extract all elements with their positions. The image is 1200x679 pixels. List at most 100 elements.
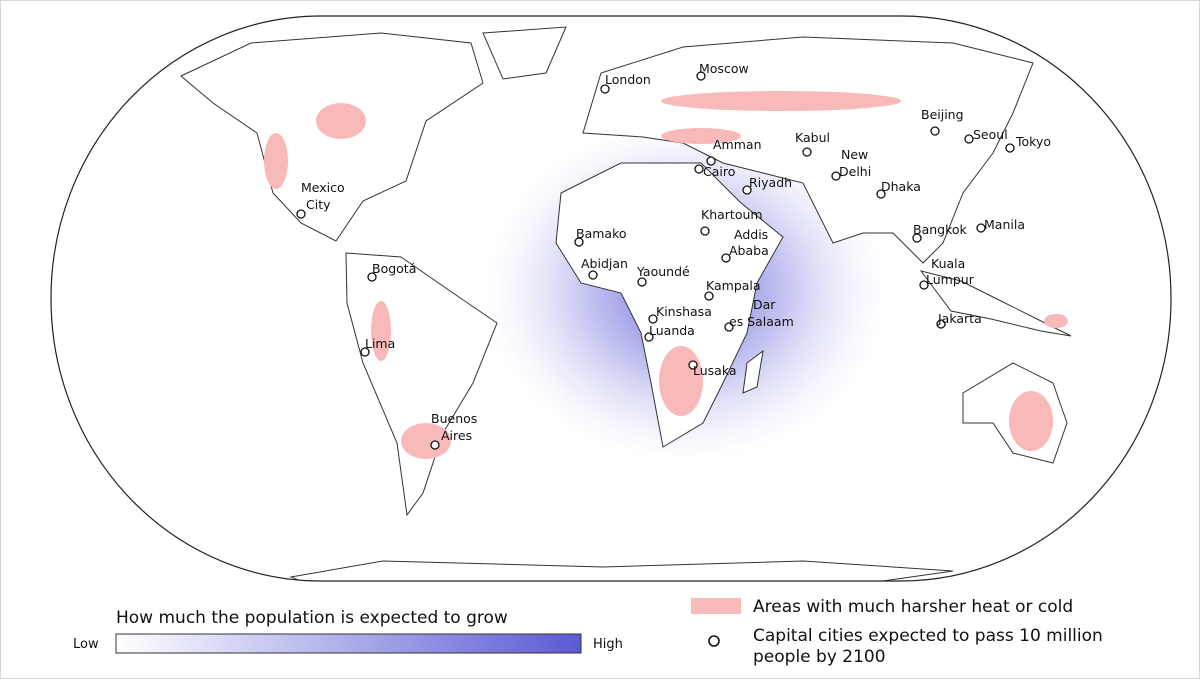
- city-marker: [644, 332, 654, 342]
- city-marker: [706, 156, 716, 166]
- city-label: Kampala: [706, 278, 761, 293]
- city-label: London: [605, 72, 651, 87]
- city-marker: [360, 347, 370, 357]
- city-label-line: Riyadh: [749, 175, 792, 190]
- city-marker: [430, 440, 440, 450]
- city-label: Manila: [984, 217, 1025, 232]
- map-body: [51, 16, 1171, 581]
- city-marker: [976, 223, 986, 233]
- city-marker: [721, 253, 731, 263]
- city-marker: [704, 291, 714, 301]
- city-marker: [802, 147, 812, 157]
- city-label-line: Kampala: [706, 278, 761, 293]
- city-label-line: City: [306, 197, 331, 212]
- city-label: Beijing: [921, 107, 964, 122]
- city-label-line: Ababa: [729, 243, 769, 258]
- city-label-line: Kabul: [795, 130, 830, 145]
- city-label-line: Manila: [984, 217, 1025, 232]
- city-marker: [831, 171, 841, 181]
- city-label: Dhaka: [881, 179, 921, 194]
- city-label: Moscow: [699, 61, 749, 76]
- city-label-line: Abidjan: [581, 256, 628, 271]
- city-label-line: Khartoum: [701, 207, 763, 222]
- city-marker: [574, 237, 584, 247]
- harsh-climate-areas: [264, 91, 1068, 459]
- colorbar: [115, 633, 582, 654]
- city-marker: [600, 84, 610, 94]
- city-label: Mexico City: [301, 180, 345, 212]
- legend-heat: Areas with much harsher heat or cold: [753, 597, 1073, 617]
- city-label: New Delhi: [839, 147, 871, 179]
- city-marker: [930, 126, 940, 136]
- city-marker: [1005, 143, 1015, 153]
- city-marker: [696, 71, 706, 81]
- city-label-line: Lima: [365, 336, 395, 351]
- city-label: Kabul: [795, 130, 830, 145]
- city-label-line: Cairo: [703, 164, 735, 179]
- city-label: Bamako: [576, 226, 627, 241]
- city-marker: [964, 134, 974, 144]
- city-label: Addis Ababa: [729, 227, 769, 258]
- legend-line: people by 2100: [753, 647, 886, 667]
- legend-capitals: Capital cities expected to pass 10 milli…: [753, 626, 1108, 667]
- city-label-line: Lumpur: [926, 272, 975, 287]
- city-label: Amman: [713, 137, 762, 152]
- legend-title: How much the population is expected to g…: [116, 608, 508, 628]
- city-marker: [694, 164, 704, 174]
- city-label-line: Aires: [441, 428, 472, 443]
- city-label-line: Luanda: [649, 323, 695, 338]
- city-marker: [588, 270, 598, 280]
- city-marker: [742, 185, 752, 195]
- city-label-line: Mexico: [301, 180, 345, 195]
- legend-high: High: [593, 637, 623, 652]
- legend-low: Low: [73, 637, 99, 652]
- city-label-line: Lusaka: [693, 363, 737, 378]
- city-marker: [724, 322, 734, 332]
- city-label-line: Bogotá: [372, 261, 416, 276]
- city-label-line: Moscow: [699, 61, 749, 76]
- city-label-line: Tokyo: [1015, 134, 1051, 149]
- city-label: Dar es Salaam: [729, 297, 794, 329]
- city-label: Lima: [365, 336, 395, 351]
- city-label: Kinshasa: [656, 304, 712, 319]
- city-label-line: Kinshasa: [656, 304, 712, 319]
- city-label-line: Beijing: [921, 107, 964, 122]
- city-label-line: Jakarta: [937, 311, 982, 326]
- city-marker: [688, 360, 698, 370]
- city-label: Tokyo: [1015, 134, 1051, 149]
- city-marker: [648, 314, 658, 324]
- city-label: Cairo: [703, 164, 735, 179]
- city-marker: [700, 226, 710, 236]
- city-label: Abidjan: [581, 256, 628, 271]
- city-label-line: Kuala: [931, 256, 965, 271]
- city-label: Seoul: [973, 127, 1008, 142]
- city-label-line: London: [605, 72, 651, 87]
- city-label: Lusaka: [693, 363, 737, 378]
- city-label-line: Bamako: [576, 226, 627, 241]
- city-label: Yaoundé: [636, 264, 690, 279]
- map-frame: [50, 15, 1172, 582]
- city-label-line: Dhaka: [881, 179, 921, 194]
- city-marker: [637, 277, 647, 287]
- legend-heat-swatch: [691, 598, 741, 614]
- cities: London Moscow Beijing Seoul Tokyo Kabul Amman C…: [296, 61, 1051, 450]
- city-marker: [912, 233, 922, 243]
- city-label-line: Dar: [753, 297, 776, 312]
- legend-line: Capital cities expected to pass 10 milli…: [753, 626, 1103, 646]
- city-label: Jakarta: [937, 311, 982, 326]
- city-label-line: Amman: [713, 137, 762, 152]
- legend-capital-symbol: [708, 635, 720, 647]
- city-label: Khartoum: [701, 207, 763, 222]
- city-label-line: Addis: [734, 227, 768, 242]
- city-label-line: Yaoundé: [636, 264, 690, 279]
- city-marker: [876, 189, 886, 199]
- city-label-line: Bangkok: [913, 222, 968, 237]
- city-label-line: Delhi: [839, 164, 871, 179]
- city-label: Bangkok: [913, 222, 968, 237]
- city-label-line: New: [841, 147, 868, 162]
- city-marker: [919, 280, 929, 290]
- city-label: Riyadh: [749, 175, 792, 190]
- city-label: Luanda: [649, 323, 695, 338]
